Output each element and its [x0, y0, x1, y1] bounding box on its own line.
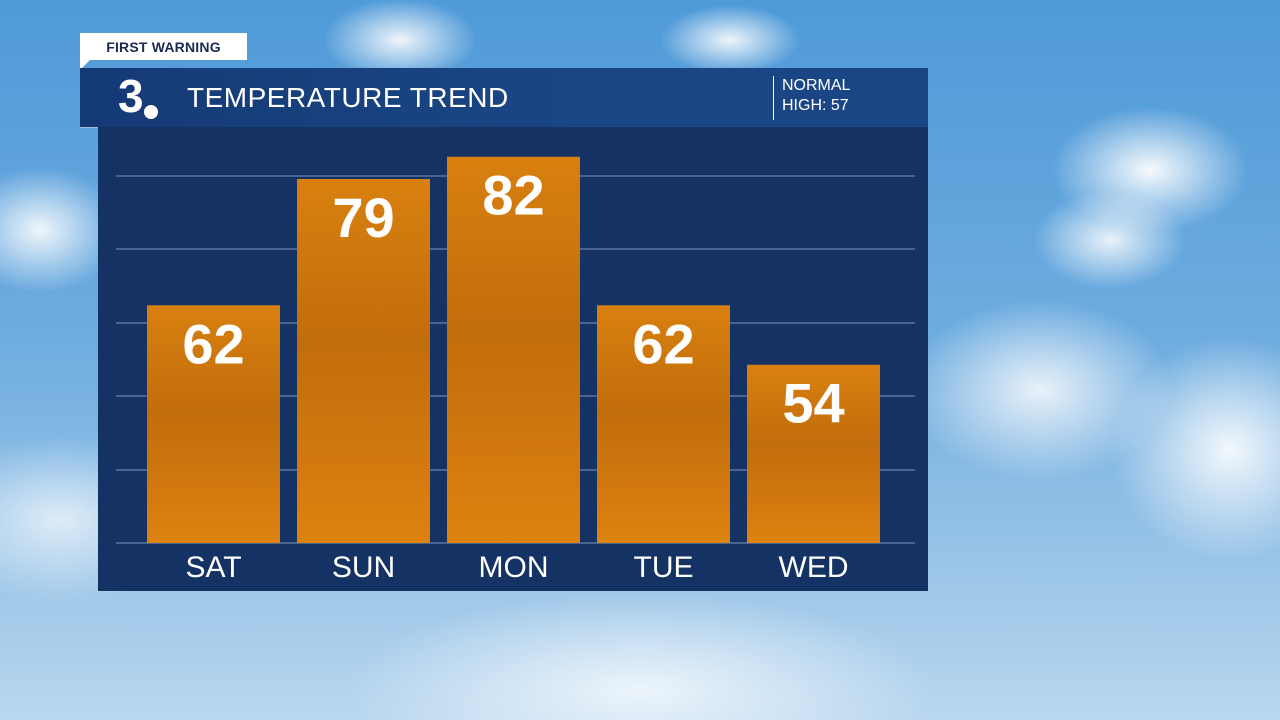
temperature-bar-chart: 62 SAT 79 SUN 82 MON 62 TUE 54 WED — [116, 156, 915, 584]
normal-high-value: HIGH: 57 — [782, 97, 849, 114]
bar-value-label: 62 — [632, 312, 694, 375]
day-label: SAT — [185, 551, 241, 584]
day-label: WED — [779, 551, 849, 584]
first-warning-badge: FIRST WARNING — [80, 33, 247, 60]
bar-tue — [597, 305, 730, 543]
first-warning-label: FIRST WARNING — [106, 38, 221, 55]
bar-sun — [297, 179, 430, 543]
bar-mon — [447, 156, 580, 543]
normal-label: NORMAL — [782, 77, 851, 94]
normal-high-box: NORMAL HIGH: 57 — [773, 76, 850, 120]
chart-title: TEMPERATURE TREND — [187, 82, 509, 113]
bar-value-label: 54 — [782, 372, 844, 435]
network-eye-icon — [142, 103, 160, 121]
badge-tail — [80, 60, 90, 70]
chart-panel: 62 SAT 79 SUN 82 MON 62 TUE 54 WED — [98, 127, 928, 591]
bar-wed — [747, 364, 880, 543]
day-label: SUN — [332, 551, 395, 584]
day-label: TUE — [634, 551, 694, 584]
bar-value-label: 82 — [482, 164, 544, 227]
bar-value-label: 62 — [182, 312, 244, 375]
bar-value-label: 79 — [332, 186, 394, 249]
station-logo: 3 — [118, 70, 170, 123]
day-label: MON — [479, 551, 549, 584]
chart-header: 3 TEMPERATURE TREND NORMAL HIGH: 57 — [80, 68, 928, 128]
bar-sat — [147, 305, 280, 543]
station-logo-number: 3 — [118, 70, 144, 122]
